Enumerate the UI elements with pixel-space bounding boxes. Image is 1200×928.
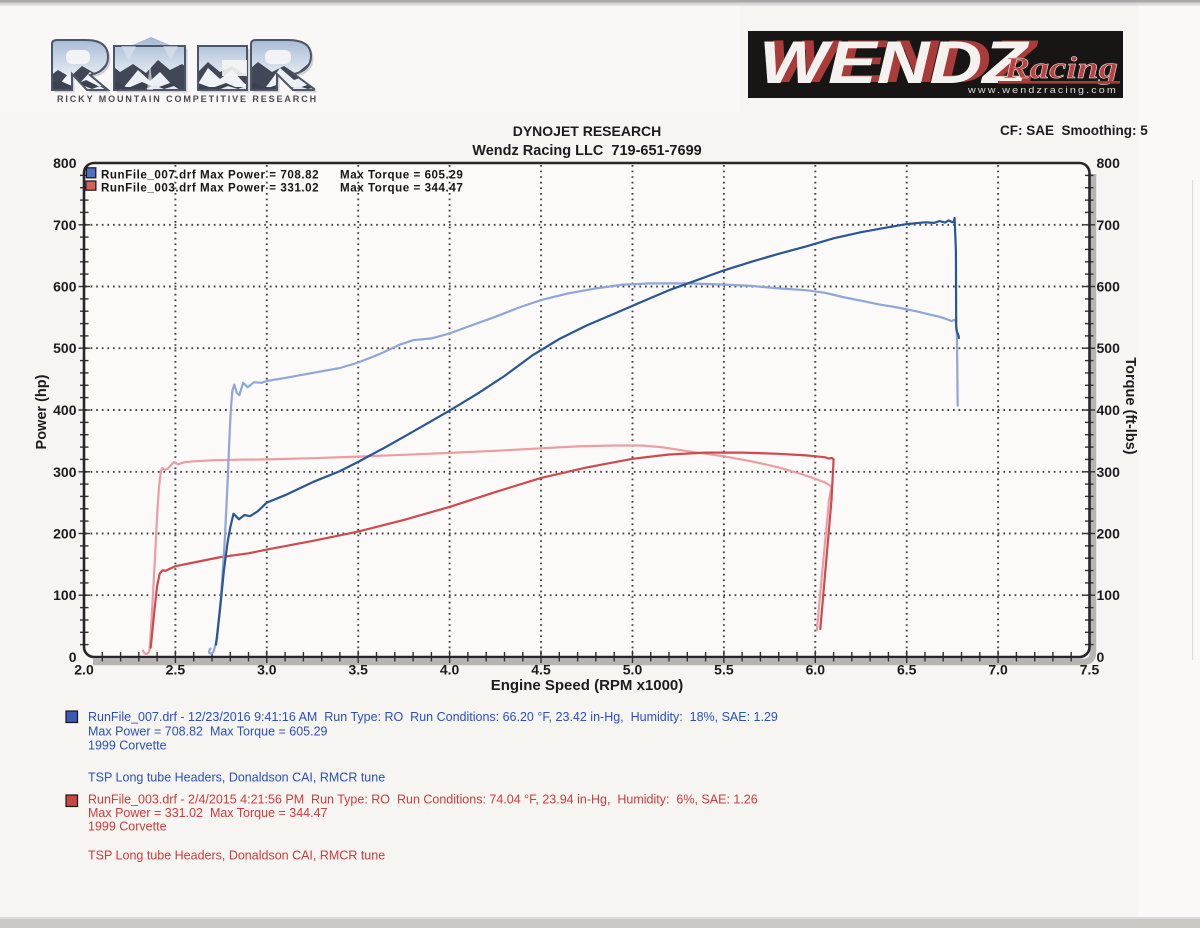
svg-text:1999 Corvette: 1999 Corvette <box>88 820 167 834</box>
svg-text:200: 200 <box>1097 526 1121 542</box>
svg-text:200: 200 <box>53 526 77 542</box>
svg-text:7.0: 7.0 <box>988 662 1008 678</box>
svg-text:700: 700 <box>1097 217 1121 233</box>
svg-text:0: 0 <box>1097 649 1105 665</box>
svg-text:RunFile_007.drf Max Power = 70: RunFile_007.drf Max Power = 708.82 <box>101 168 319 181</box>
svg-text:100: 100 <box>1097 587 1121 603</box>
svg-text:400: 400 <box>1097 402 1121 418</box>
svg-text:5.5: 5.5 <box>714 662 734 678</box>
svg-text:0: 0 <box>69 649 77 665</box>
svg-text:6.5: 6.5 <box>897 662 917 678</box>
svg-text:100: 100 <box>53 587 77 603</box>
svg-text:www.wendzracing.com: www.wendzracing.com <box>967 85 1118 96</box>
svg-text:Wendz Racing LLC 719-651-7699: Wendz Racing LLC 719-651-7699 <box>472 143 701 159</box>
svg-text:RICKY MOUNTAIN COMPETITIVE RES: RICKY MOUNTAIN COMPETITIVE RESEARCH <box>57 94 318 105</box>
svg-text:Max Power = 708.82 Max Torque: Max Power = 708.82 Max Torque = 605.29 <box>88 725 328 739</box>
svg-text:3.5: 3.5 <box>348 662 368 678</box>
svg-text:2.5: 2.5 <box>166 662 186 678</box>
svg-text:CF: SAE Smoothing: 5: CF: SAE Smoothing: 5 <box>1000 123 1148 138</box>
svg-text:Max Power = 331.02 Max Torque: Max Power = 331.02 Max Torque = 344.47 <box>88 806 328 820</box>
svg-text:Max Torque = 605.29: Max Torque = 605.29 <box>340 168 463 181</box>
svg-text:2.0: 2.0 <box>74 662 94 678</box>
svg-text:3.0: 3.0 <box>257 662 277 678</box>
svg-text:700: 700 <box>53 217 77 233</box>
svg-text:TSP Long tube Headers, Donalds: TSP Long tube Headers, Donaldson CAI, RM… <box>88 849 385 863</box>
svg-text:1999 Corvette: 1999 Corvette <box>88 739 167 753</box>
svg-text:DYNOJET RESEARCH: DYNOJET RESEARCH <box>513 123 662 139</box>
svg-text:300: 300 <box>53 464 77 480</box>
svg-text:RunFile_003.drf Max Power = 33: RunFile_003.drf Max Power = 331.02 <box>101 181 319 194</box>
svg-text:RunFile_007.drf - 12/23/2016 9: RunFile_007.drf - 12/23/2016 9:41:16 AM … <box>88 710 778 724</box>
svg-text:800: 800 <box>1097 155 1121 171</box>
svg-text:Torque (ft-lbs): Torque (ft-lbs) <box>1122 357 1138 454</box>
svg-text:300: 300 <box>1097 464 1121 480</box>
svg-text:Engine Speed (RPM x1000): Engine Speed (RPM x1000) <box>491 677 684 694</box>
svg-text:TSP Long tube Headers, Donalds: TSP Long tube Headers, Donaldson CAI, RM… <box>88 771 385 785</box>
svg-text:Power (hp): Power (hp) <box>34 374 50 449</box>
svg-text:500: 500 <box>53 340 77 356</box>
svg-text:600: 600 <box>53 279 77 295</box>
svg-text:6.0: 6.0 <box>806 662 826 678</box>
svg-text:600: 600 <box>1097 279 1121 295</box>
svg-text:Racing: Racing <box>1003 50 1118 85</box>
svg-text:400: 400 <box>53 402 77 418</box>
svg-text:RunFile_003.drf - 2/4/2015 4:2: RunFile_003.drf - 2/4/2015 4:21:56 PM Ru… <box>88 793 758 807</box>
svg-text:WENDZ: WENDZ <box>759 29 1030 96</box>
svg-text:500: 500 <box>1097 340 1121 356</box>
svg-text:4.5: 4.5 <box>531 662 551 678</box>
svg-text:WENDZ: WENDZ <box>768 28 1039 95</box>
svg-text:5.0: 5.0 <box>623 662 643 678</box>
svg-text:4.0: 4.0 <box>440 662 460 678</box>
svg-text:Max Torque = 344.47: Max Torque = 344.47 <box>340 181 463 194</box>
svg-text:7.5: 7.5 <box>1080 662 1100 678</box>
svg-text:800: 800 <box>53 155 77 171</box>
